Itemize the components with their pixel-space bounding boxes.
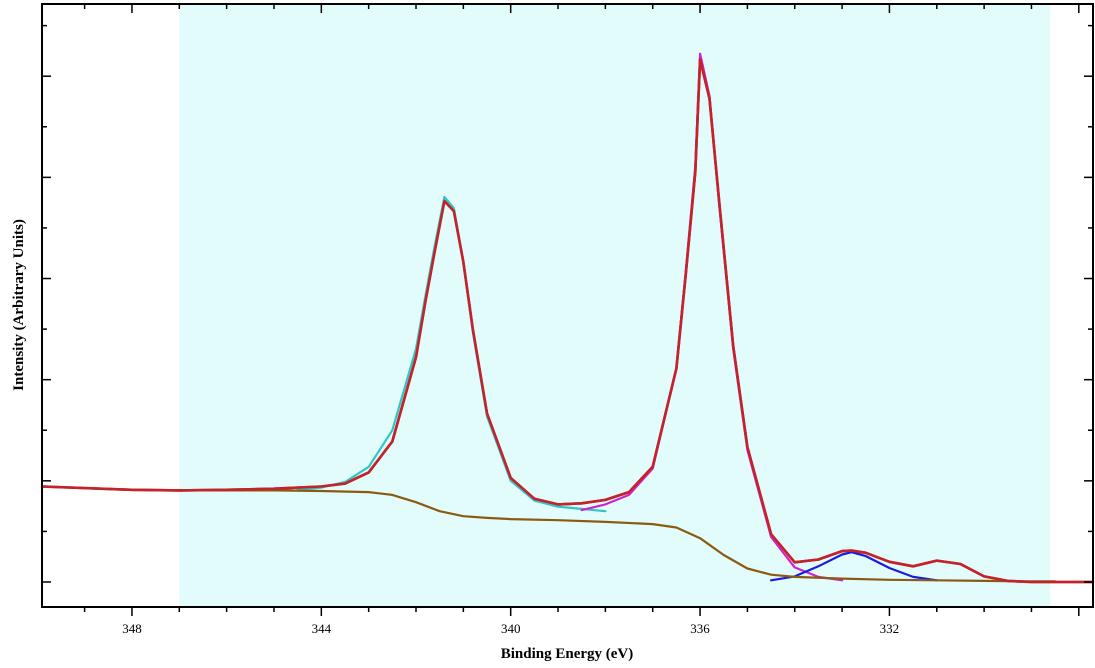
x-tick-label: 344 <box>312 621 332 636</box>
series-line-1-overlay <box>41 57 1093 584</box>
x-tick-label: 332 <box>880 621 900 636</box>
shaded-region <box>179 4 1051 607</box>
x-tick-label: 348 <box>122 621 142 636</box>
x-axis-title: Binding Energy (eV) <box>501 646 634 662</box>
series-line-2 <box>296 195 607 513</box>
series-line-5 <box>178 489 1057 583</box>
axes: 348 344 340 336 332 <box>41 3 1094 636</box>
x-tick-label: 340 <box>501 621 521 636</box>
series-line-4 <box>769 551 938 582</box>
x-tick-label: 336 <box>690 621 710 636</box>
y-axis-title: Intensity (Arbitrary Units) <box>11 219 27 391</box>
plot-frame <box>41 3 1094 608</box>
plot-area <box>40 4 1095 607</box>
